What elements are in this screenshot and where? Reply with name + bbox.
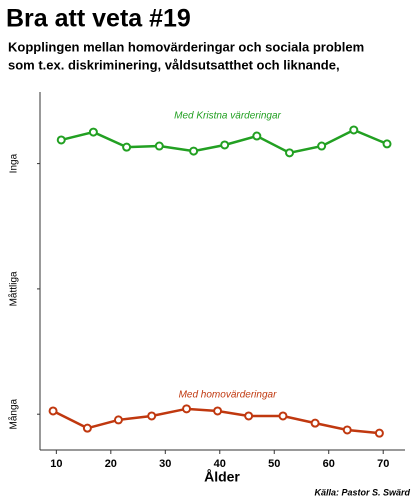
point <box>122 142 132 152</box>
x-tick-label: 50 <box>268 458 280 470</box>
x-tick-label: 20 <box>105 458 117 470</box>
x-tick-label: 10 <box>50 458 62 470</box>
point <box>48 406 58 416</box>
subtitle: som t.ex. diskriminering, våldsutsatthet… <box>8 57 340 72</box>
point <box>82 423 92 433</box>
x-axis-label: Ålder <box>204 469 240 485</box>
subtitle: Kopplingen mellan homovärderingar och so… <box>8 39 364 54</box>
point <box>285 148 295 158</box>
point <box>382 139 392 149</box>
x-tick-label: 30 <box>159 458 171 470</box>
y-tick-label: Många <box>8 398 20 429</box>
point <box>113 415 123 425</box>
point <box>244 411 254 421</box>
series-label: Med homovärderingar <box>179 389 277 400</box>
point <box>317 141 327 151</box>
x-tick-label: 60 <box>323 458 335 470</box>
point <box>182 404 192 414</box>
point <box>252 131 262 141</box>
point <box>56 135 66 145</box>
point <box>189 146 199 156</box>
y-tick-label: Måttliga <box>8 271 20 306</box>
x-tick-label: 40 <box>214 458 226 470</box>
x-tick-label: 70 <box>377 458 389 470</box>
point <box>374 428 384 438</box>
point <box>278 411 288 421</box>
series-label: Med Kristna värderingar <box>174 111 281 122</box>
point <box>342 425 352 435</box>
chart-title: Bra att veta #19 <box>6 5 191 33</box>
point <box>154 141 164 151</box>
y-tick-label: Inga <box>9 153 20 173</box>
point <box>220 140 230 150</box>
point <box>213 406 223 416</box>
point <box>147 411 157 421</box>
source: Källa: Pastor S. Swärd <box>314 487 410 497</box>
point <box>310 418 320 428</box>
point <box>349 125 359 135</box>
point <box>88 127 98 137</box>
